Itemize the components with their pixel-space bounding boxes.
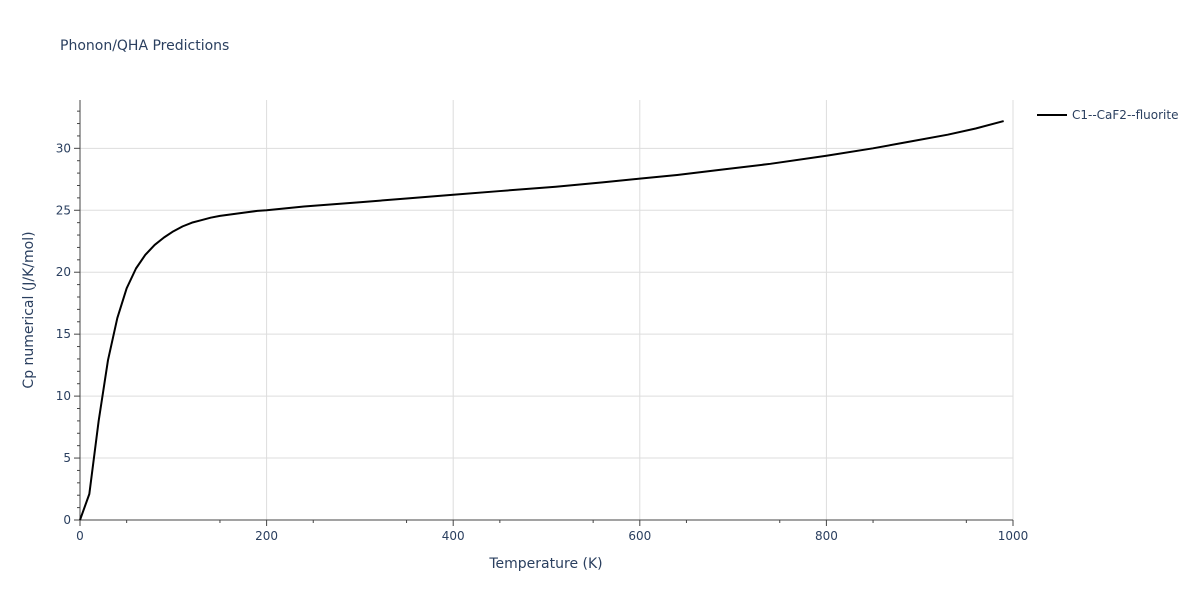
x-axis-title: Temperature (K) xyxy=(488,556,602,572)
y-tick-label: 30 xyxy=(56,141,71,155)
y-tick-label: 0 xyxy=(63,513,71,527)
x-tick-label: 400 xyxy=(442,529,465,543)
legend-label: C1--CaF2--fluorite xyxy=(1072,108,1178,122)
y-tick-label: 10 xyxy=(56,389,71,403)
x-tick-label: 0 xyxy=(76,529,84,543)
y-tick-label: 25 xyxy=(56,203,71,217)
legend[interactable]: C1--CaF2--fluorite xyxy=(1037,108,1178,122)
series-line xyxy=(79,120,1004,521)
y-tick-label: 20 xyxy=(56,265,71,279)
chart-title: Phonon/QHA Predictions xyxy=(60,38,229,54)
y-axis-title: Cp numerical (J/K/mol) xyxy=(21,231,37,388)
y-tick-label: 15 xyxy=(56,327,71,341)
y-tick-label: 5 xyxy=(63,451,71,465)
axes: 0 200 400 600 800 1000 0 5 10 15 20 25 30 xyxy=(56,100,1029,543)
x-tick-label: 1000 xyxy=(998,529,1029,543)
series-layer xyxy=(79,120,1004,521)
grid xyxy=(80,100,1014,520)
x-tick-label: 800 xyxy=(815,529,838,543)
x-tick-label: 200 xyxy=(255,529,278,543)
x-tick-label: 600 xyxy=(628,529,651,543)
